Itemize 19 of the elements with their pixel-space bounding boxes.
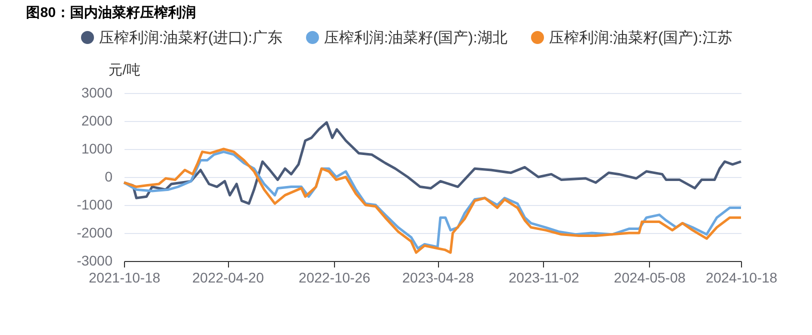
chart-title: 图80：国内油菜籽压榨利润 [26,4,196,20]
y-tick-label: 0 [104,168,113,184]
x-tick-label: 2021-10-18 [88,270,161,286]
legend-label: 压榨利润:油菜籽(国产):江苏 [549,30,732,47]
y-tick-label: -2000 [76,224,113,240]
x-tick-label: 2022-04-20 [192,270,264,286]
x-tick-label: 2023-04-28 [402,270,474,286]
x-tick-label: 2024-10-18 [706,270,778,286]
y-axis-title: 元/吨 [108,62,140,78]
legend-label: 压榨利润:油菜籽(进口):广东 [99,30,282,47]
y-tick-label: 1000 [81,140,113,156]
y-tick-label: -3000 [76,252,113,268]
x-tick-label: 2022-10-26 [298,270,370,286]
y-tick-label: -1000 [76,196,113,212]
y-tick-label: 3000 [81,84,113,100]
legend-label: 压榨利润:油菜籽(国产):湖北 [324,30,508,47]
x-tick-label: 2024-05-08 [614,270,686,286]
x-tick-label: 2023-11-02 [508,270,580,286]
y-tick-label: 2000 [81,112,113,128]
